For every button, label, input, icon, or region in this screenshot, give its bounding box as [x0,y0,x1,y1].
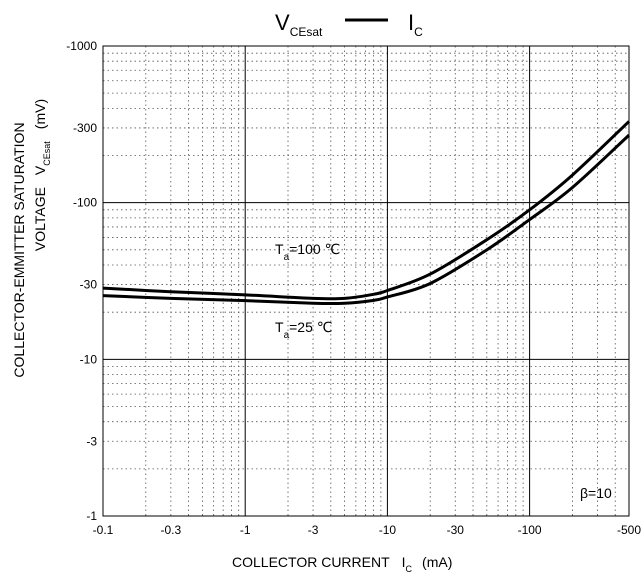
title-ic: IC [408,10,423,39]
y-tick-label: -1000 [66,39,97,53]
minor-grid [103,46,630,516]
series-line-100c [102,120,631,301]
x-tick-label: -500 [617,523,641,537]
beta-annotation: β=10 [580,485,612,501]
y-tick-label: -30 [80,278,98,292]
x-tick-labels: -0.1 -0.3 -1 -3 -10 -30 -100 -500 [93,523,641,537]
x-tick-label: -0.3 [161,523,182,537]
series-label-25c: Ta=25 ℃ [275,319,333,341]
title-vcesat: VCEsat [275,10,323,39]
y-tick-label: -300 [73,121,97,135]
x-tick-label: -0.1 [93,523,114,537]
y-tick-label: -100 [73,196,97,210]
y-tick-labels: -1 -3 -10 -30 -100 -300 -1000 [66,39,97,523]
x-axis-label: COLLECTOR CURRENT IC (mA) [232,554,452,574]
x-tick-label: -10 [379,523,397,537]
x-tick-label: -1 [240,523,251,537]
series-lines [102,120,631,306]
x-tick-label: -30 [447,523,465,537]
y-tick-label: -3 [86,434,97,448]
plot-frame [102,45,630,517]
x-tick-label: -100 [518,523,542,537]
series-line-25c [102,133,631,306]
major-grid [102,46,629,517]
y-axis-label-line2: VOLTAGEVCEsat(mV) [32,99,52,251]
y-axis-label-line1: COLLECTOR-EMMITTER SATURATION [11,122,27,377]
series-label-100c: Ta=100 ℃ [275,241,340,263]
y-tick-label: -1 [86,509,97,523]
y-tick-label: -10 [80,352,98,366]
x-tick-label: -3 [308,523,319,537]
